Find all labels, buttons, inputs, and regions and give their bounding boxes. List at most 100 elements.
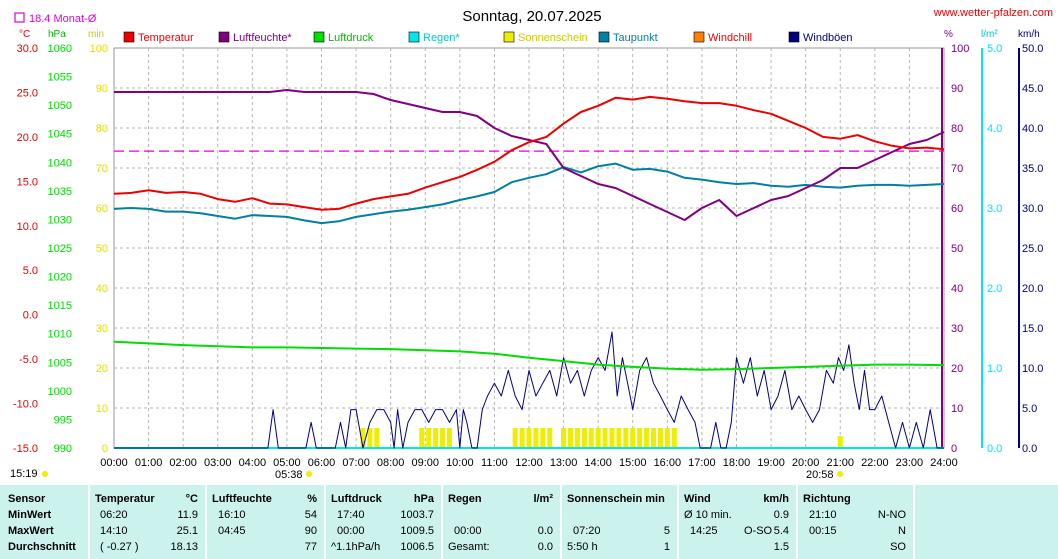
min-pres-time: 17:40 xyxy=(337,509,365,521)
x-tick-label: 17:00 xyxy=(688,457,716,469)
sunshine-bar xyxy=(446,428,452,448)
sunshine-bar xyxy=(426,428,432,448)
sunshine-bar xyxy=(581,428,587,448)
legend-humidity: Luftfeuchte* xyxy=(233,32,292,44)
sunshine-bar xyxy=(837,436,843,448)
y-tick-pressure: 1015 xyxy=(48,300,72,312)
col-separator xyxy=(796,485,798,559)
x-tick-label: 01:00 xyxy=(135,457,163,469)
month-avg-label: 18.4 Monat-Ø xyxy=(29,13,97,25)
avg-temp-value: 18.13 xyxy=(170,541,198,553)
col-separator xyxy=(560,485,562,559)
unit-pressure: hPa xyxy=(48,29,66,40)
x-tick-label: 24:00 xyxy=(930,457,958,469)
sunshine-bar xyxy=(574,428,580,448)
avg-wind-value: 1.5 xyxy=(773,541,789,553)
sunshine-bar xyxy=(637,428,643,448)
legend-sunshine: Sonnenschein xyxy=(518,32,588,44)
x-tick-label: 18:00 xyxy=(723,457,751,469)
y-tick-pressure: 1010 xyxy=(48,329,72,341)
legend-swatch-gusts xyxy=(788,31,800,43)
min-hum-time: 16:10 xyxy=(218,509,246,521)
sunshine-bar xyxy=(588,428,594,448)
x-tick-label: 06:00 xyxy=(308,457,336,469)
y-tick-sunshine: 10 xyxy=(96,403,108,415)
x-tick-label: 12:00 xyxy=(515,457,543,469)
x-tick-label: 03:00 xyxy=(204,457,232,469)
avg-pres-value: 1006.5 xyxy=(400,541,434,553)
x-tick-label: 23:00 xyxy=(896,457,924,469)
row-label-avg: Durchschnitt xyxy=(8,541,76,553)
sunshine-bar xyxy=(360,428,366,448)
y-tick-sunshine: 90 xyxy=(96,83,108,95)
y-tick-temperature: -10.0 xyxy=(13,399,38,411)
header-humidity: Luftfeuchte xyxy=(212,493,272,505)
min-wind-time: Ø 10 min. xyxy=(684,509,732,521)
x-tick-label: 09:00 xyxy=(411,457,439,469)
legend-swatch-pressure xyxy=(313,31,325,43)
chart-marks xyxy=(113,89,945,449)
avg-hum-value: 77 xyxy=(304,541,317,553)
sunshine-bar xyxy=(671,428,677,448)
month-avg-icon xyxy=(14,12,25,23)
y-tick-wind: 50.0 xyxy=(1022,43,1043,55)
sunshine-bar xyxy=(568,428,573,448)
x-tick-label: 20:00 xyxy=(792,457,820,469)
sun-icon-right xyxy=(837,471,843,477)
max-pres-value: 1009.5 xyxy=(400,525,434,537)
legend-temperature: Temperatur xyxy=(138,32,194,44)
sunshine-bar xyxy=(374,428,380,448)
header-rain: Regen xyxy=(448,493,482,505)
avg-rain-label: Gesamt: xyxy=(448,541,490,553)
legend-swatch-rain xyxy=(408,31,420,43)
y-tick-humidity: 50 xyxy=(951,243,963,255)
legend: Temperatur Luftfeuchte* Luftdruck Regen*… xyxy=(123,31,853,44)
sunshine-bar xyxy=(419,428,425,448)
legend-swatch-sunshine xyxy=(503,31,515,43)
sunshine-bar xyxy=(440,428,446,448)
sunshine-bar xyxy=(433,428,439,448)
y-tick-pressure: 1060 xyxy=(48,43,72,55)
x-tick-label: 19:00 xyxy=(757,457,785,469)
min-temp-value: 11.9 xyxy=(177,509,198,521)
header-sensor: Sensor xyxy=(8,493,46,505)
y-tick-sunshine: 0 xyxy=(102,443,108,455)
y-tick-sunshine: 20 xyxy=(96,363,108,375)
y-tick-pressure: 1020 xyxy=(48,272,72,284)
header-temperature: Temperatur xyxy=(95,493,155,505)
sunshine-bar xyxy=(512,428,518,448)
col-separator xyxy=(205,485,207,559)
y-tick-humidity: 80 xyxy=(951,123,963,135)
y-tick-pressure: 1055 xyxy=(48,72,72,84)
y-tick-wind: 30.0 xyxy=(1022,203,1043,215)
x-tick-label: 00:00 xyxy=(100,457,128,469)
header-pressure: Luftdruck xyxy=(331,493,382,505)
max-temp-time: 14:10 xyxy=(100,525,128,537)
y-tick-humidity: 0 xyxy=(951,443,957,455)
x-tick-label: 15:00 xyxy=(619,457,647,469)
grid xyxy=(114,48,944,448)
sunshine-bar xyxy=(623,428,629,448)
y-tick-rain: 2.0 xyxy=(987,283,1002,295)
header-humidity-unit: % xyxy=(307,493,317,505)
unit-sunshine: min xyxy=(88,29,104,40)
sunshine-bar xyxy=(602,428,608,448)
max-wind-value: 5.4 xyxy=(773,525,789,537)
sunshine-bar xyxy=(533,428,539,448)
sunshine-bar xyxy=(519,428,525,448)
header-rain-unit: l/m² xyxy=(533,493,553,505)
y-tick-wind: 15.0 xyxy=(1022,323,1043,335)
header-pressure-unit: hPa xyxy=(413,493,434,505)
y-tick-pressure: 1000 xyxy=(48,386,72,398)
legend-pressure: Luftdruck xyxy=(328,32,374,44)
y-tick-temperature: 30.0 xyxy=(17,43,38,55)
x-tick-label: 14:00 xyxy=(584,457,612,469)
y-tick-temperature: 0.0 xyxy=(23,310,38,322)
y-tick-pressure: 1005 xyxy=(48,357,72,369)
min-dir-time: 21:10 xyxy=(809,509,837,521)
weather-chart: Sonntag, 20.07.2025 www.wetter-pfalzen.c… xyxy=(10,7,1053,481)
sunshine-bar xyxy=(595,428,601,448)
sunshine-bar xyxy=(657,428,663,448)
avg-sun-total: 5:50 h xyxy=(567,541,598,553)
y-tick-humidity: 40 xyxy=(951,283,963,295)
